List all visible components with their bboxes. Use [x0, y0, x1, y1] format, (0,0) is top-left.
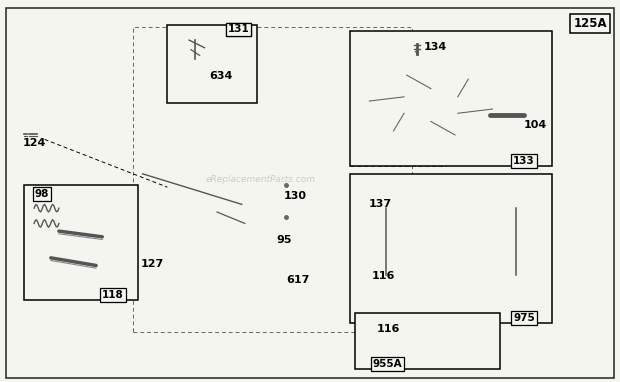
Text: 975: 975 — [513, 313, 535, 323]
Text: eReplacementParts.com: eReplacementParts.com — [205, 175, 316, 184]
Bar — [350, 31, 446, 166]
Text: 118: 118 — [102, 290, 124, 300]
Text: 124: 124 — [22, 138, 46, 148]
Text: 98: 98 — [35, 189, 50, 199]
Text: 130: 130 — [283, 191, 306, 201]
Text: 131: 131 — [228, 24, 250, 34]
Text: 955A: 955A — [373, 359, 402, 369]
Bar — [355, 313, 500, 369]
Text: 125A: 125A — [574, 17, 607, 30]
Bar — [350, 31, 552, 166]
Text: 617: 617 — [286, 275, 310, 285]
Text: 134: 134 — [423, 42, 446, 52]
Bar — [133, 27, 412, 332]
Text: 116: 116 — [376, 324, 400, 334]
Text: 104: 104 — [524, 120, 547, 130]
Bar — [24, 185, 138, 300]
Text: 131: 131 — [228, 24, 250, 34]
Bar — [350, 174, 552, 323]
Text: 127: 127 — [140, 259, 164, 269]
Bar — [167, 25, 257, 103]
Text: 137: 137 — [369, 199, 392, 209]
Text: 634: 634 — [210, 71, 233, 81]
Text: 133: 133 — [513, 156, 535, 166]
Text: 95: 95 — [276, 235, 291, 245]
Text: 116: 116 — [372, 271, 396, 281]
